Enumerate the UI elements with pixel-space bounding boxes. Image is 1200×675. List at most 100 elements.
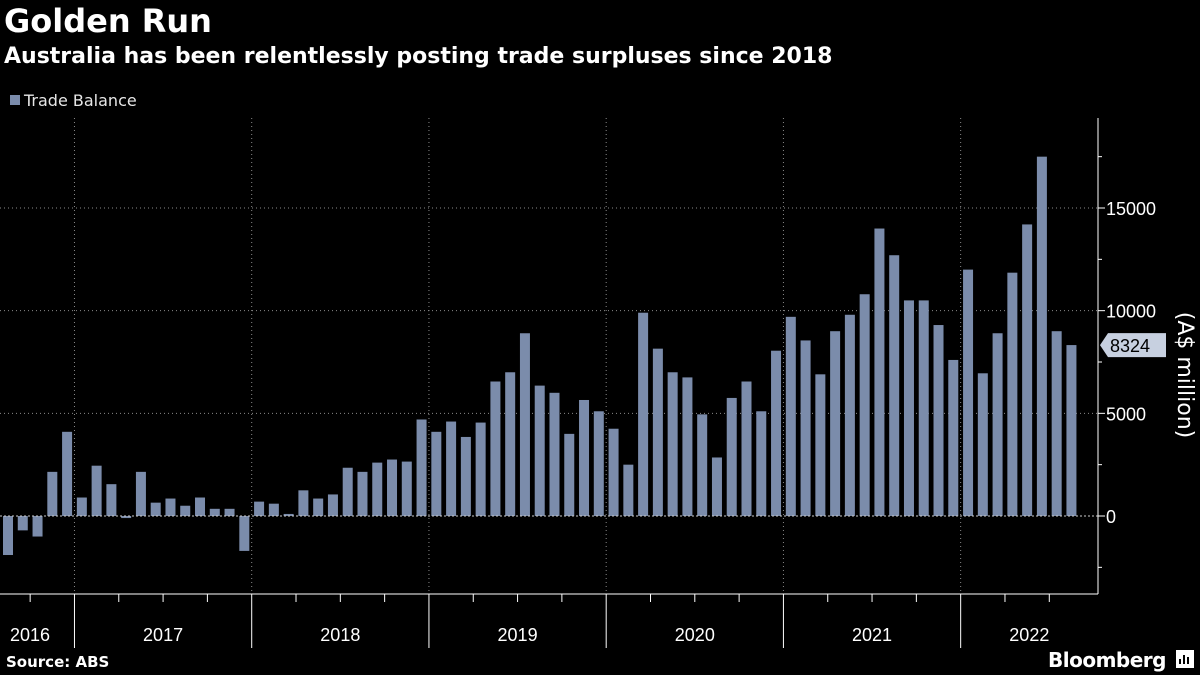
bar: [3, 516, 13, 556]
y-tick-label: 10000: [1106, 302, 1156, 322]
bar: [387, 459, 398, 516]
bar: [948, 359, 959, 516]
x-year-label: 2016: [10, 625, 50, 645]
bar: [697, 414, 708, 516]
bar: [268, 503, 279, 516]
bar: [756, 411, 767, 516]
source-note: Source: ABS: [6, 653, 110, 671]
bar: [121, 516, 132, 519]
bar: [505, 372, 516, 516]
bar: [963, 269, 974, 516]
bar: [357, 471, 368, 516]
bar: [608, 428, 619, 516]
bar: [254, 501, 265, 516]
bar: [490, 381, 501, 516]
bar: [549, 392, 560, 516]
axis-labels: 0 5000 10000 15000 2016 2017 2018 2019 2020 2021 2…: [10, 199, 1166, 645]
bar: [76, 497, 87, 516]
bar: [446, 421, 457, 516]
chart-subtitle: Australia has been relentlessly posting …: [4, 44, 833, 69]
bar: [1036, 156, 1047, 516]
bar: [32, 516, 43, 537]
bar: [342, 467, 353, 516]
bar: [771, 350, 782, 516]
x-year-label: 2018: [320, 625, 360, 645]
gridlines: [0, 118, 1098, 594]
bar: [711, 457, 722, 516]
bar: [844, 314, 855, 516]
bar: [62, 431, 73, 516]
bar: [534, 385, 545, 516]
bar: [800, 340, 811, 516]
bar: [859, 294, 870, 516]
bloomberg-logo: Bloomberg: [1048, 648, 1166, 672]
bar: [165, 498, 176, 516]
bar: [283, 513, 294, 516]
bar: [564, 433, 575, 516]
x-year-label: 2022: [1009, 625, 1049, 645]
bar: [815, 374, 826, 516]
last-value-tag: [1100, 333, 1166, 358]
legend-label: Trade Balance: [24, 91, 137, 110]
legend-swatch: [10, 95, 20, 105]
bar: [933, 325, 944, 516]
bar: [460, 436, 471, 516]
bar: [726, 397, 737, 516]
bar: [1051, 331, 1062, 516]
bar: [431, 431, 442, 516]
bar: [889, 255, 900, 516]
bar: [903, 300, 914, 516]
bar: [1066, 345, 1077, 516]
bar: [977, 373, 988, 516]
bar: [47, 471, 58, 516]
x-year-label: 2019: [498, 625, 538, 645]
bar: [150, 502, 161, 516]
y-tick-label: 15000: [1106, 199, 1156, 219]
bar: [785, 316, 796, 516]
legend: Trade Balance: [10, 91, 137, 110]
bar: [401, 461, 412, 516]
bar: [224, 508, 235, 516]
bar: [593, 411, 604, 516]
bar: [992, 333, 1003, 516]
bar: [652, 348, 663, 516]
x-year-label: 2021: [852, 625, 892, 645]
bloomberg-terminal-icon: [1176, 650, 1194, 668]
bar: [1007, 272, 1018, 516]
bar: [1022, 224, 1033, 516]
bar: [623, 464, 634, 516]
bar: [17, 516, 28, 531]
bar: [195, 497, 206, 516]
x-year-label: 2017: [143, 625, 183, 645]
y-axis-title: (A$ million): [1172, 312, 1197, 439]
bar: [638, 312, 649, 516]
bar: [874, 228, 885, 517]
bar: [416, 419, 427, 516]
bar: [667, 372, 678, 516]
bar: [579, 399, 590, 516]
bar: [106, 484, 117, 516]
y-tick-label: 0: [1106, 507, 1116, 527]
bar: [91, 465, 102, 516]
bar: [830, 331, 841, 516]
bar: [918, 300, 929, 516]
x-year-label: 2020: [675, 625, 715, 645]
bar: [313, 498, 324, 516]
bar: [298, 490, 309, 516]
bars: [3, 156, 1077, 556]
bar: [682, 377, 693, 516]
axes: [0, 118, 1105, 648]
last-value-label: 8324: [1110, 336, 1150, 356]
bar: [741, 381, 752, 516]
bar: [372, 462, 383, 516]
chart-title: Golden Run: [4, 2, 212, 40]
y-tick-label: 5000: [1106, 404, 1146, 424]
bar: [475, 422, 486, 516]
bar: [239, 516, 250, 551]
bar: [180, 505, 191, 516]
bar: [209, 508, 220, 516]
bar: [135, 471, 146, 516]
bar: [519, 333, 530, 516]
bar: [327, 494, 338, 516]
